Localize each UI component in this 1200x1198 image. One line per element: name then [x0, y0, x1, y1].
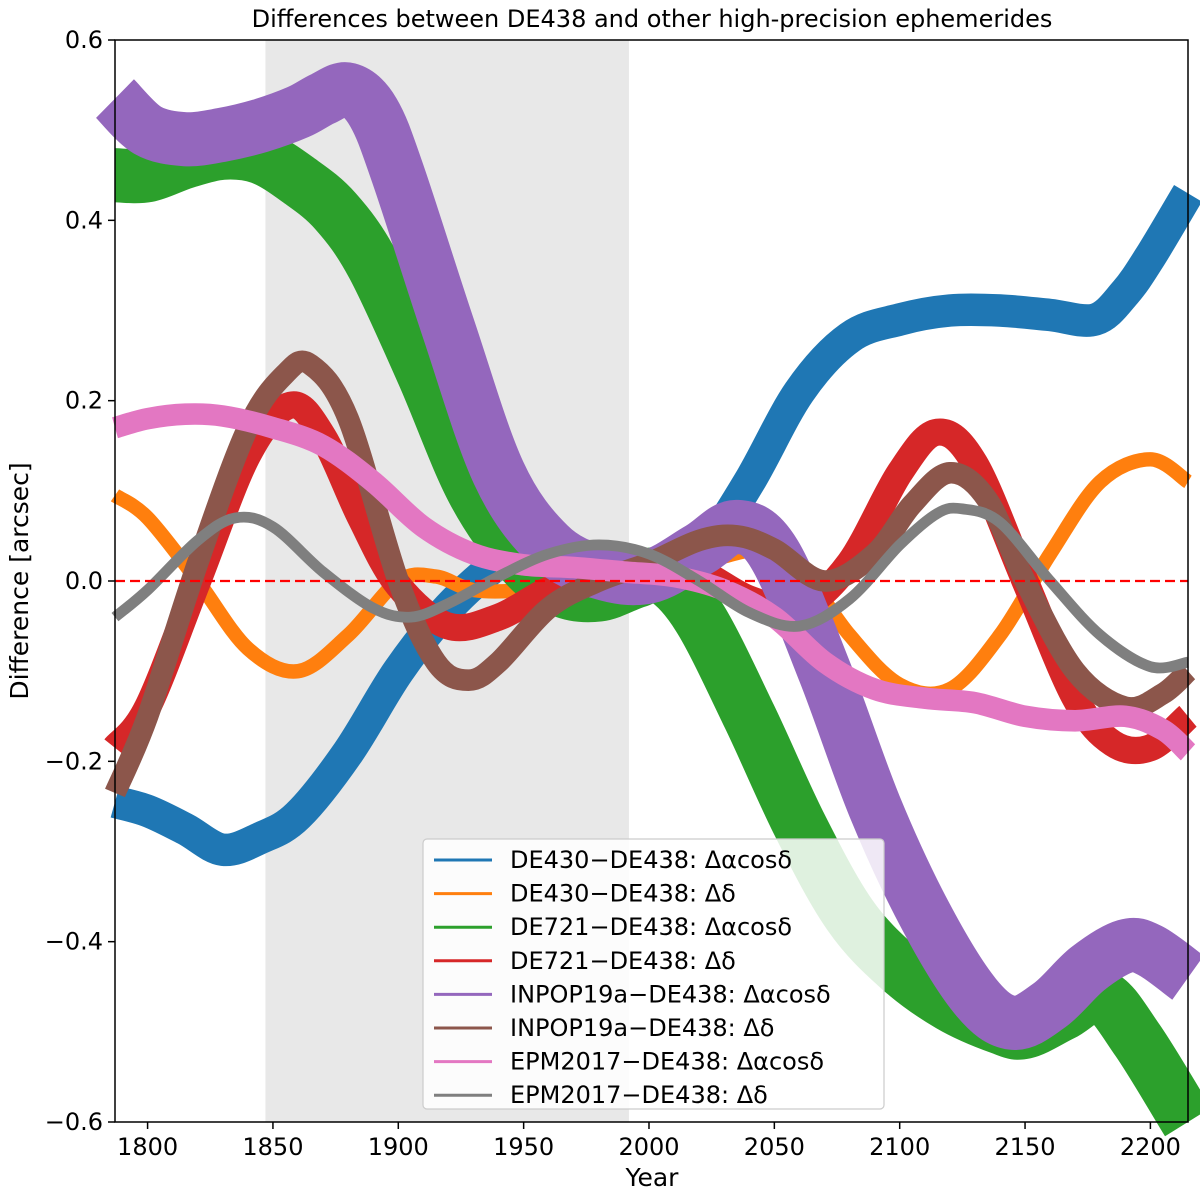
y-axis-ticks: −0.6 −0.4 −0.2 0.0 0.2 0.4 0.6 [45, 26, 115, 1136]
legend-label-2: DE430−DE438: Δδ [510, 880, 736, 908]
x-tick-label: 2050 [744, 1133, 805, 1161]
x-tick-label: 2200 [1120, 1133, 1181, 1161]
legend-label-3: DE721−DE438: Δαcosδ [510, 913, 792, 941]
legend-label-1: DE430−DE438: Δαcosδ [510, 846, 792, 874]
y-tick-label: 0.6 [65, 26, 103, 54]
y-tick-label: −0.4 [45, 928, 103, 956]
x-tick-label: 1800 [117, 1133, 178, 1161]
x-tick-label: 1950 [493, 1133, 554, 1161]
series-line-8 [111, 502, 1190, 674]
chart-title: Differences between DE438 and other high… [252, 5, 1053, 33]
y-axis-label: Difference [arcsec] [5, 462, 34, 699]
y-tick-label: 0.2 [65, 387, 103, 415]
y-tick-label: −0.6 [45, 1108, 103, 1136]
legend-label-4: DE721−DE438: Δδ [510, 947, 736, 975]
x-tick-label: 2100 [869, 1133, 930, 1161]
x-axis-ticks: 1800 1850 1900 1950 2000 2050 2100 2150 2200 [117, 1122, 1181, 1161]
y-tick-label: −0.2 [45, 747, 103, 775]
x-tick-label: 2150 [995, 1133, 1056, 1161]
legend-label-8: EPM2017−DE438: Δδ [510, 1081, 768, 1109]
legend-label-5: INPOP19a−DE438: Δαcosδ [510, 980, 831, 1008]
y-tick-label: 0.0 [65, 567, 103, 595]
x-tick-label: 1900 [368, 1133, 429, 1161]
legend-label-7: EPM2017−DE438: Δαcosδ [510, 1048, 824, 1076]
y-tick-label: 0.4 [65, 206, 103, 234]
x-axis-label: Year [625, 1163, 680, 1192]
legend-label-6: INPOP19a−DE438: Δδ [510, 1014, 775, 1042]
series-line-7 [111, 403, 1196, 761]
legend: DE430−DE438: Δαcosδ DE430−DE438: Δδ DE721−… [422, 838, 885, 1110]
x-tick-label: 2000 [618, 1133, 679, 1161]
legend-box [422, 838, 885, 1110]
x-tick-label: 1850 [242, 1133, 303, 1161]
series-layer [95, 62, 1200, 1137]
